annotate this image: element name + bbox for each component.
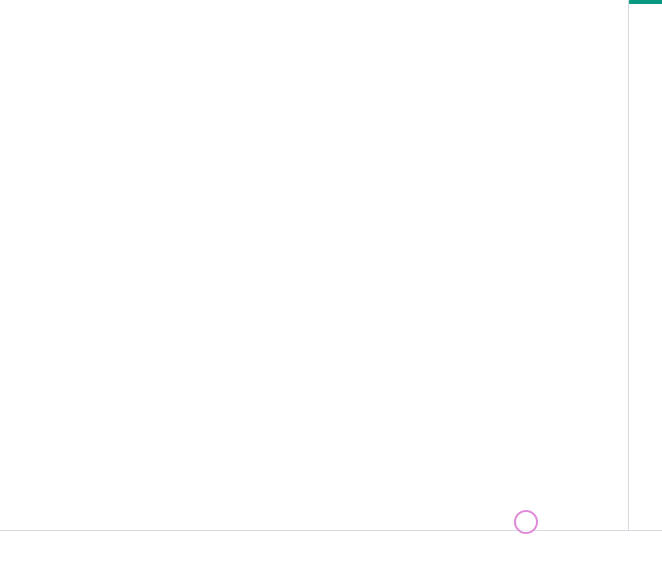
footer-bar — [0, 548, 662, 576]
symbol-legend-row[interactable] — [14, 21, 26, 31]
chart-legend[interactable] — [14, 21, 26, 34]
time-axis[interactable] — [0, 530, 662, 549]
candlestick-chart[interactable] — [0, 0, 628, 530]
last-price-label — [629, 0, 662, 4]
lightning-bolt-icon — [514, 510, 538, 534]
chart-plot-area[interactable] — [0, 0, 628, 530]
price-axis[interactable] — [628, 0, 662, 530]
